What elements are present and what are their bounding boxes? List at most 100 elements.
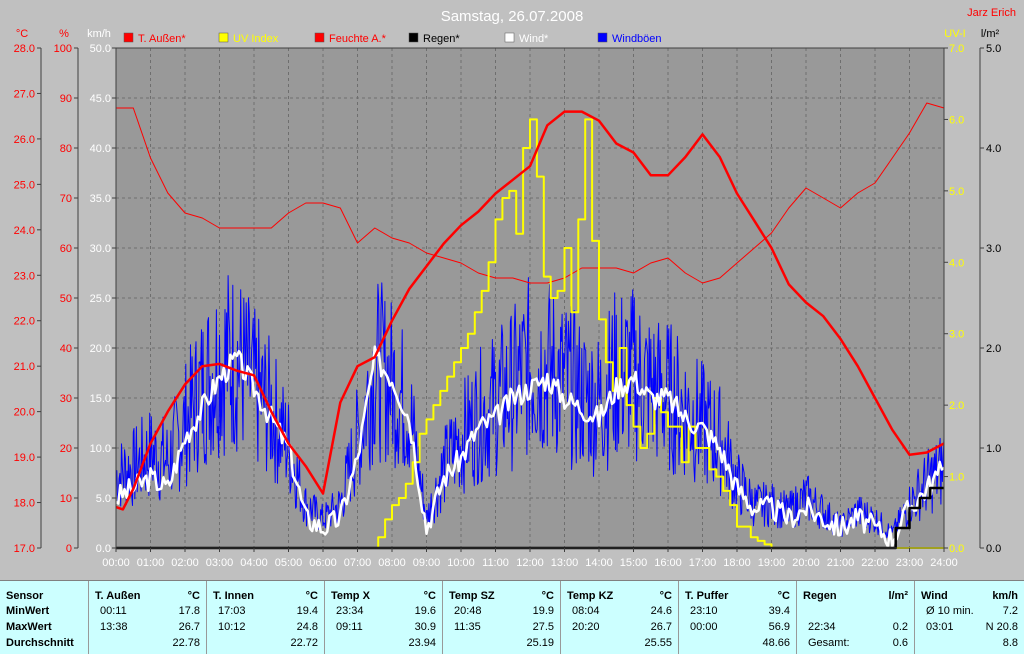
legend-label: Windböen — [612, 33, 662, 45]
stats-unit: °C — [659, 590, 672, 602]
stats-unit: °C — [305, 590, 318, 602]
x-tick-label: 08:00 — [378, 557, 406, 569]
stats-min-val: 7.2 — [1002, 605, 1018, 617]
legend-swatch — [218, 32, 229, 43]
stats-min-val: 17.8 — [178, 605, 200, 617]
axis-tick-label-uv: 7.0 — [949, 43, 964, 55]
stats-label-column: Sensor MinWert MaxWert Durchschnitt — [0, 581, 88, 654]
axis-tick-label-wind: 25.0 — [90, 293, 111, 305]
stats-column-divider — [442, 581, 443, 654]
stats-column-divider — [914, 581, 915, 654]
axis-tick-label-wind: 50.0 — [90, 43, 111, 55]
stats-avg-label: Gesamt: — [808, 637, 850, 649]
stats-max-val: 26.7 — [178, 621, 200, 633]
stats-max-time: 03:01 — [926, 621, 954, 633]
stats-name: Temp X — [331, 590, 370, 602]
axis-tick-label-temp: 22.0 — [14, 316, 35, 328]
axis-tick-label-temp: 28.0 — [14, 43, 35, 55]
axis-tick-label-hum: 60 — [60, 243, 72, 255]
x-tick-label: 22:00 — [861, 557, 889, 569]
stats-min-val: 19.4 — [296, 605, 318, 617]
stats-min-val: 19.9 — [532, 605, 554, 617]
stats-column: Temp X °C 23:34 19.6 09:11 30.9 23.94 — [324, 581, 442, 654]
stats-avg: 0.6 — [892, 637, 908, 649]
stats-sensor-heading: Sensor — [6, 590, 44, 602]
legend-swatch — [314, 32, 325, 43]
x-tick-label: 14:00 — [585, 557, 613, 569]
stats-name: Temp KZ — [567, 590, 614, 602]
axis-tick-label-rain: 2.0 — [986, 343, 1001, 355]
stats-max-val: 56.9 — [768, 621, 790, 633]
legend-swatch — [123, 32, 134, 43]
stats-avg: 25.19 — [526, 637, 554, 649]
axis-tick-label-temp: 26.0 — [14, 134, 35, 146]
legend-label: UV Index — [233, 33, 279, 45]
stats-min-time: 20:48 — [454, 605, 482, 617]
author-label: Jarz Erich — [967, 7, 1016, 19]
stats-column: T. Puffer °C 23:10 39.4 00:00 56.9 48.66 — [678, 581, 796, 654]
x-tick-label: 16:00 — [654, 557, 682, 569]
stats-max-val: N 20.8 — [985, 621, 1018, 633]
stats-avg: 8.8 — [1002, 637, 1018, 649]
stats-column: T. Außen °C 00:11 17.8 13:38 26.7 22.78 — [88, 581, 206, 654]
axis-tick-label-temp: 19.0 — [14, 452, 35, 464]
stats-name: Wind — [921, 590, 948, 602]
stats-avg: 23.94 — [408, 637, 436, 649]
x-tick-label: 24:00 — [930, 557, 958, 569]
axis-tick-label-temp: 18.0 — [14, 498, 35, 510]
axis-tick-label-temp: 27.0 — [14, 88, 35, 100]
axis-tick-label-wind: 35.0 — [90, 193, 111, 205]
stats-avg: 25.55 — [644, 637, 672, 649]
series-windb-en — [115, 275, 945, 539]
axis-unit-wind: km/h — [87, 28, 111, 40]
series-t-au-en — [115, 110, 945, 511]
axis-unit-uv: UV-I — [944, 28, 965, 40]
legend-label: Feuchte A.* — [329, 33, 387, 45]
x-tick-label: 10:00 — [447, 557, 475, 569]
axis-tick-label-wind: 40.0 — [90, 143, 111, 155]
x-tick-label: 05:00 — [275, 557, 303, 569]
legend-swatch — [408, 32, 419, 43]
stats-max-heading: MaxWert — [6, 621, 52, 633]
stats-avg: 22.78 — [172, 637, 200, 649]
stats-name: Temp SZ — [449, 590, 495, 602]
stats-max-time: 10:12 — [218, 621, 246, 633]
stats-column-divider — [206, 581, 207, 654]
stats-min-time: 23:34 — [336, 605, 364, 617]
stats-max-time: 11:35 — [454, 621, 481, 633]
stats-max-val: 30.9 — [414, 621, 436, 633]
axis-tick-label-rain: 3.0 — [986, 243, 1001, 255]
axis-tick-label-wind: 15.0 — [90, 393, 111, 405]
legend-swatch — [504, 32, 515, 43]
stats-max-time: 22:34 — [808, 621, 836, 633]
axis-tick-label-temp: 23.0 — [14, 270, 35, 282]
stats-max-val: 26.7 — [650, 621, 672, 633]
axis-tick-label-wind: 30.0 — [90, 243, 111, 255]
x-tick-label: 01:00 — [137, 557, 165, 569]
series-wind — [115, 345, 945, 548]
x-tick-label: 20:00 — [792, 557, 820, 569]
stats-min-time: 00:11 — [100, 605, 127, 617]
x-tick-label: 00:00 — [102, 557, 130, 569]
stats-column: Wind km/h Ø 10 min. 7.2 03:01 N 20.8 8.8 — [914, 581, 1024, 654]
x-tick-label: 21:00 — [827, 557, 855, 569]
stats-column: Temp KZ °C 08:04 24.6 20:20 26.7 25.55 — [560, 581, 678, 654]
stats-min-time: Ø 10 min. — [926, 605, 974, 617]
stats-min-heading: MinWert — [6, 605, 50, 617]
weather-chart: 17.0 18.0 19.0 20.0 21.0 22.0 23.0 24.0 25.0 26.0… — [13, 7, 1016, 569]
stats-column-divider — [324, 581, 325, 654]
axis-tick-label-rain: 0.0 — [986, 543, 1001, 555]
stats-column: Regen l/m² 22:34 0.2 Gesamt: 0.6 — [796, 581, 914, 654]
axis-tick-label-hum: 100 — [54, 43, 72, 55]
stats-table: Sensor MinWert MaxWert Durchschnitt T. A… — [0, 580, 1024, 654]
axis-tick-label-uv: 5.0 — [949, 186, 964, 198]
stats-max-time: 09:11 — [336, 621, 363, 633]
stats-min-val: 19.6 — [414, 605, 436, 617]
stats-avg: 48.66 — [762, 637, 790, 649]
stats-unit: °C — [423, 590, 436, 602]
x-tick-label: 04:00 — [240, 557, 268, 569]
x-tick-label: 13:00 — [551, 557, 579, 569]
stats-unit: l/m² — [888, 590, 908, 602]
axis-tick-label-hum: 40 — [60, 343, 72, 355]
axis-tick-label-rain: 4.0 — [986, 143, 1001, 155]
